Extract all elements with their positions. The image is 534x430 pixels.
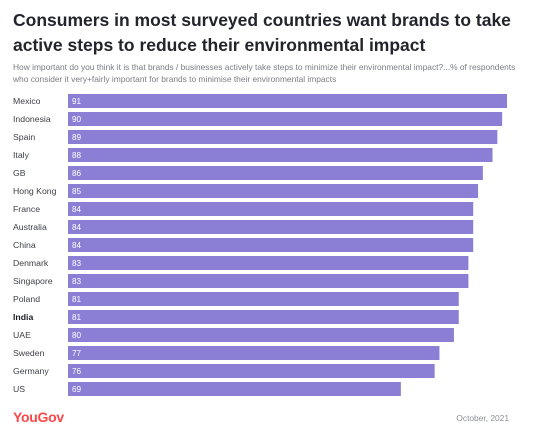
value-label-spain: 89: [72, 133, 82, 142]
bar-denmark: [68, 256, 469, 270]
value-label-germany: 76: [72, 367, 82, 376]
category-label-poland: Poland: [13, 294, 40, 304]
chart-subtitle: How important do you think it is that br…: [13, 62, 516, 84]
category-label-mexico: Mexico: [13, 96, 41, 106]
value-label-denmark: 83: [72, 259, 82, 268]
category-label-italy: Italy: [13, 150, 30, 160]
category-label-hong-kong: Hong Kong: [13, 186, 57, 196]
value-label-china: 84: [72, 241, 82, 250]
bar-sweden: [68, 346, 440, 360]
publication-date: October, 2021: [456, 413, 509, 423]
value-label-sweden: 77: [72, 349, 82, 358]
category-label-sweden: Sweden: [13, 348, 45, 358]
category-label-singapore: Singapore: [13, 276, 53, 286]
category-label-india: India: [13, 312, 33, 322]
category-label-uae: UAE: [13, 330, 31, 340]
value-label-indonesia: 90: [72, 115, 82, 124]
bar-spain: [68, 130, 498, 144]
category-label-china: China: [13, 240, 36, 250]
bar-poland: [68, 292, 459, 306]
bar-australia: [68, 220, 474, 234]
value-label-poland: 81: [72, 295, 82, 304]
value-label-mexico: 91: [72, 97, 82, 106]
value-label-us: 69: [72, 385, 82, 394]
category-label-germany: Germany: [13, 366, 49, 376]
category-label-spain: Spain: [13, 132, 35, 142]
value-label-hong-kong: 85: [72, 187, 82, 196]
value-label-uae: 80: [72, 331, 82, 340]
category-label-indonesia: Indonesia: [13, 114, 51, 124]
value-label-australia: 84: [72, 223, 82, 232]
bar-france: [68, 202, 474, 216]
value-label-gb: 86: [72, 169, 82, 178]
bar-italy: [68, 148, 493, 162]
bar-germany: [68, 364, 435, 378]
category-label-us: US: [13, 384, 25, 394]
category-label-australia: Australia: [13, 222, 47, 232]
value-label-france: 84: [72, 205, 82, 214]
bar-indonesia: [68, 112, 503, 126]
bar-singapore: [68, 274, 469, 288]
category-label-denmark: Denmark: [13, 258, 49, 268]
category-label-france: France: [13, 204, 40, 214]
bar-hong-kong: [68, 184, 479, 198]
category-label-gb: GB: [13, 168, 26, 178]
bar-uae: [68, 328, 454, 342]
value-label-india: 81: [72, 313, 82, 322]
value-label-italy: 88: [72, 151, 82, 160]
bar-us: [68, 382, 401, 396]
bar-gb: [68, 166, 483, 180]
chart-title: Consumers in most surveyed countries wan…: [13, 10, 511, 55]
value-label-singapore: 83: [72, 277, 82, 286]
bar-mexico: [68, 94, 507, 108]
bar-china: [68, 238, 474, 252]
yougov-logo: YouGov: [13, 409, 64, 425]
bar-india: [68, 310, 459, 324]
